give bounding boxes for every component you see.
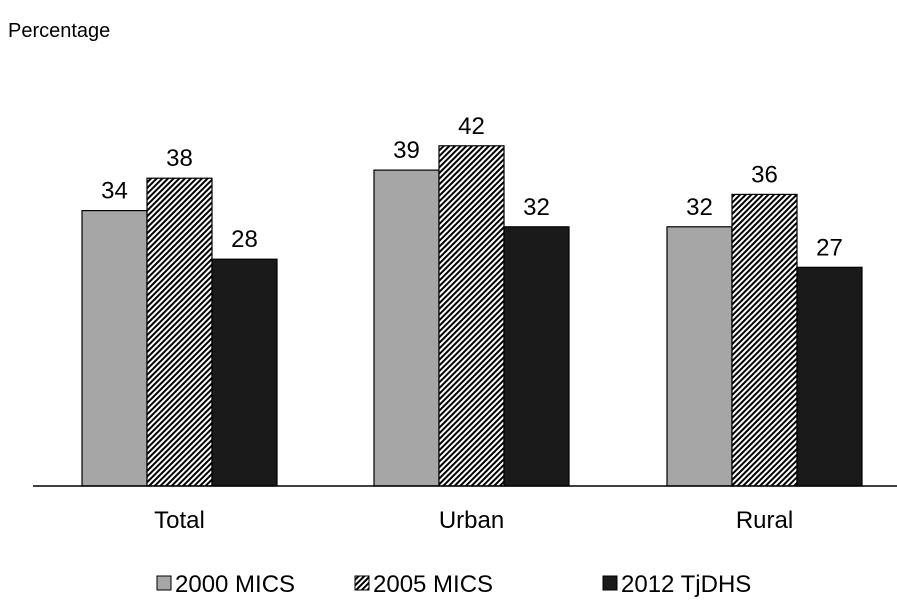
data-label: 32 — [523, 194, 550, 221]
category-labels: Total Urban Rural — [154, 507, 793, 534]
category-label-urban: Urban — [439, 507, 504, 534]
data-label: 27 — [816, 234, 843, 261]
data-label: 34 — [101, 178, 128, 205]
bars-group: 34 38 28 39 42 32 32 36 27 — [81, 113, 863, 487]
data-label: 32 — [686, 194, 713, 221]
data-label: 42 — [458, 113, 485, 140]
legend-swatch-1 — [354, 575, 370, 591]
legend-label-2: 2012 TjDHS — [621, 571, 751, 598]
legend-label-0: 2000 MICS — [175, 571, 295, 598]
y-axis-label: Percentage — [8, 20, 110, 42]
category-label-total: Total — [154, 507, 205, 534]
category-label-rural: Rural — [736, 507, 793, 534]
bar-urban-2 — [503, 226, 570, 487]
data-label: 28 — [231, 226, 258, 253]
bar-urban-1 — [438, 145, 505, 487]
bar-total-1 — [146, 177, 213, 487]
legend: 2000 MICS 2005 MICS 2012 TjDHS — [156, 571, 751, 598]
legend-label-1: 2005 MICS — [373, 571, 493, 598]
bar-rural-2 — [796, 266, 863, 487]
legend-swatch-0 — [156, 575, 172, 591]
bar-total-0 — [81, 210, 148, 487]
data-label: 36 — [751, 161, 778, 188]
bar-rural-1 — [731, 193, 798, 487]
bar-urban-0 — [373, 169, 440, 487]
legend-swatch-2 — [602, 575, 618, 591]
data-label: 39 — [393, 137, 420, 164]
data-label: 38 — [166, 145, 193, 172]
bar-rural-0 — [666, 226, 733, 487]
bar-total-2 — [211, 258, 278, 487]
